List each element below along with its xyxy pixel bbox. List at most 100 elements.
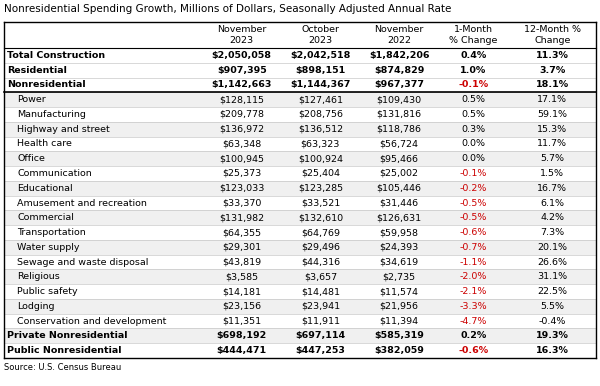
Text: Residential: Residential (7, 66, 67, 74)
Bar (4, 269, 596, 284)
Text: 0.3%: 0.3% (461, 125, 485, 134)
Text: 7.3%: 7.3% (540, 228, 564, 237)
Text: 5.5%: 5.5% (540, 302, 564, 311)
Text: $25,002: $25,002 (380, 169, 419, 178)
Text: $123,285: $123,285 (298, 184, 343, 193)
Text: 5.7%: 5.7% (540, 154, 564, 163)
Text: -0.6%: -0.6% (460, 228, 487, 237)
Text: Lodging: Lodging (17, 302, 55, 311)
Text: Total Construction: Total Construction (7, 51, 105, 60)
Text: $123,033: $123,033 (219, 184, 265, 193)
Text: Sewage and waste disposal: Sewage and waste disposal (17, 257, 148, 267)
Text: 11.7%: 11.7% (537, 139, 567, 149)
Text: $33,521: $33,521 (301, 198, 340, 208)
Text: $11,911: $11,911 (301, 317, 340, 326)
Text: 0.4%: 0.4% (460, 51, 487, 60)
Text: $209,778: $209,778 (219, 110, 264, 119)
Text: Office: Office (17, 154, 45, 163)
Text: 1-Month
% Change: 1-Month % Change (449, 25, 497, 45)
Text: $585,319: $585,319 (374, 331, 424, 340)
Bar (4, 181, 596, 196)
Text: $131,982: $131,982 (219, 213, 264, 222)
Text: 0.0%: 0.0% (461, 154, 485, 163)
Text: Transportation: Transportation (17, 228, 86, 237)
Text: 0.5%: 0.5% (461, 95, 485, 104)
Text: Private Nonresidential: Private Nonresidential (7, 331, 128, 340)
Text: $898,151: $898,151 (295, 66, 346, 74)
Text: -2.0%: -2.0% (460, 272, 487, 281)
Text: -0.5%: -0.5% (460, 198, 487, 208)
Text: 3.7%: 3.7% (539, 66, 565, 74)
Text: November
2023: November 2023 (217, 25, 266, 45)
Text: Educational: Educational (17, 184, 73, 193)
Text: 4.2%: 4.2% (540, 213, 564, 222)
Text: Nonresidential Spending Growth, Millions of Dollars, Seasonally Adjusted Annual : Nonresidential Spending Growth, Millions… (4, 4, 451, 14)
Text: $128,115: $128,115 (219, 95, 264, 104)
Text: -4.7%: -4.7% (460, 317, 487, 326)
Text: $11,394: $11,394 (380, 317, 419, 326)
Bar (4, 210, 596, 225)
Text: 16.7%: 16.7% (537, 184, 567, 193)
Text: $3,585: $3,585 (225, 272, 258, 281)
Text: 6.1%: 6.1% (540, 198, 564, 208)
Text: -1.1%: -1.1% (460, 257, 487, 267)
Text: $56,724: $56,724 (380, 139, 419, 149)
Text: $131,816: $131,816 (377, 110, 422, 119)
Text: $874,829: $874,829 (374, 66, 424, 74)
Text: $967,377: $967,377 (374, 80, 424, 90)
Text: $105,446: $105,446 (377, 184, 422, 193)
Text: $2,050,058: $2,050,058 (212, 51, 272, 60)
Text: $29,496: $29,496 (301, 243, 340, 252)
Text: $23,156: $23,156 (222, 302, 261, 311)
Text: $11,574: $11,574 (380, 287, 419, 296)
Text: $14,181: $14,181 (222, 287, 261, 296)
Bar (4, 122, 596, 137)
Text: 18.1%: 18.1% (536, 80, 569, 90)
Text: Amusement and recreation: Amusement and recreation (17, 198, 147, 208)
Text: $697,114: $697,114 (295, 331, 346, 340)
Text: $2,735: $2,735 (383, 272, 416, 281)
Text: $2,042,518: $2,042,518 (290, 51, 350, 60)
Text: $127,461: $127,461 (298, 95, 343, 104)
Text: Religious: Religious (17, 272, 60, 281)
Text: $34,619: $34,619 (380, 257, 419, 267)
Text: $43,819: $43,819 (222, 257, 261, 267)
Text: Source: U.S. Census Bureau: Source: U.S. Census Bureau (4, 363, 121, 372)
Text: $25,404: $25,404 (301, 169, 340, 178)
Text: $100,945: $100,945 (219, 154, 264, 163)
Text: -3.3%: -3.3% (460, 302, 487, 311)
Text: 1.5%: 1.5% (540, 169, 564, 178)
Text: $1,142,663: $1,142,663 (212, 80, 272, 90)
Text: -0.7%: -0.7% (460, 243, 487, 252)
Text: 20.1%: 20.1% (537, 243, 567, 252)
Text: 11.3%: 11.3% (536, 51, 569, 60)
Text: $33,370: $33,370 (222, 198, 262, 208)
Text: Public Nonresidential: Public Nonresidential (7, 346, 121, 355)
Text: $59,958: $59,958 (380, 228, 419, 237)
Text: November
2022: November 2022 (374, 25, 424, 45)
Text: $14,481: $14,481 (301, 287, 340, 296)
Text: $907,395: $907,395 (217, 66, 266, 74)
Text: $63,348: $63,348 (222, 139, 262, 149)
Text: $95,466: $95,466 (380, 154, 419, 163)
Text: Health care: Health care (17, 139, 72, 149)
Text: 0.0%: 0.0% (461, 139, 485, 149)
Text: 19.3%: 19.3% (536, 331, 569, 340)
Text: 59.1%: 59.1% (537, 110, 567, 119)
Text: -0.6%: -0.6% (458, 346, 488, 355)
Text: -0.1%: -0.1% (458, 80, 488, 90)
Bar (4, 240, 596, 255)
Text: -0.4%: -0.4% (539, 317, 566, 326)
Text: October
2023: October 2023 (301, 25, 340, 45)
Text: $25,373: $25,373 (222, 169, 262, 178)
Text: 15.3%: 15.3% (537, 125, 567, 134)
Text: $63,323: $63,323 (301, 139, 340, 149)
Text: -0.1%: -0.1% (460, 169, 487, 178)
Text: $382,059: $382,059 (374, 346, 424, 355)
Bar (4, 151, 596, 166)
Text: $136,512: $136,512 (298, 125, 343, 134)
Text: 31.1%: 31.1% (537, 272, 567, 281)
Text: -2.1%: -2.1% (460, 287, 487, 296)
Text: Highway and street: Highway and street (17, 125, 110, 134)
Text: Commercial: Commercial (17, 213, 74, 222)
